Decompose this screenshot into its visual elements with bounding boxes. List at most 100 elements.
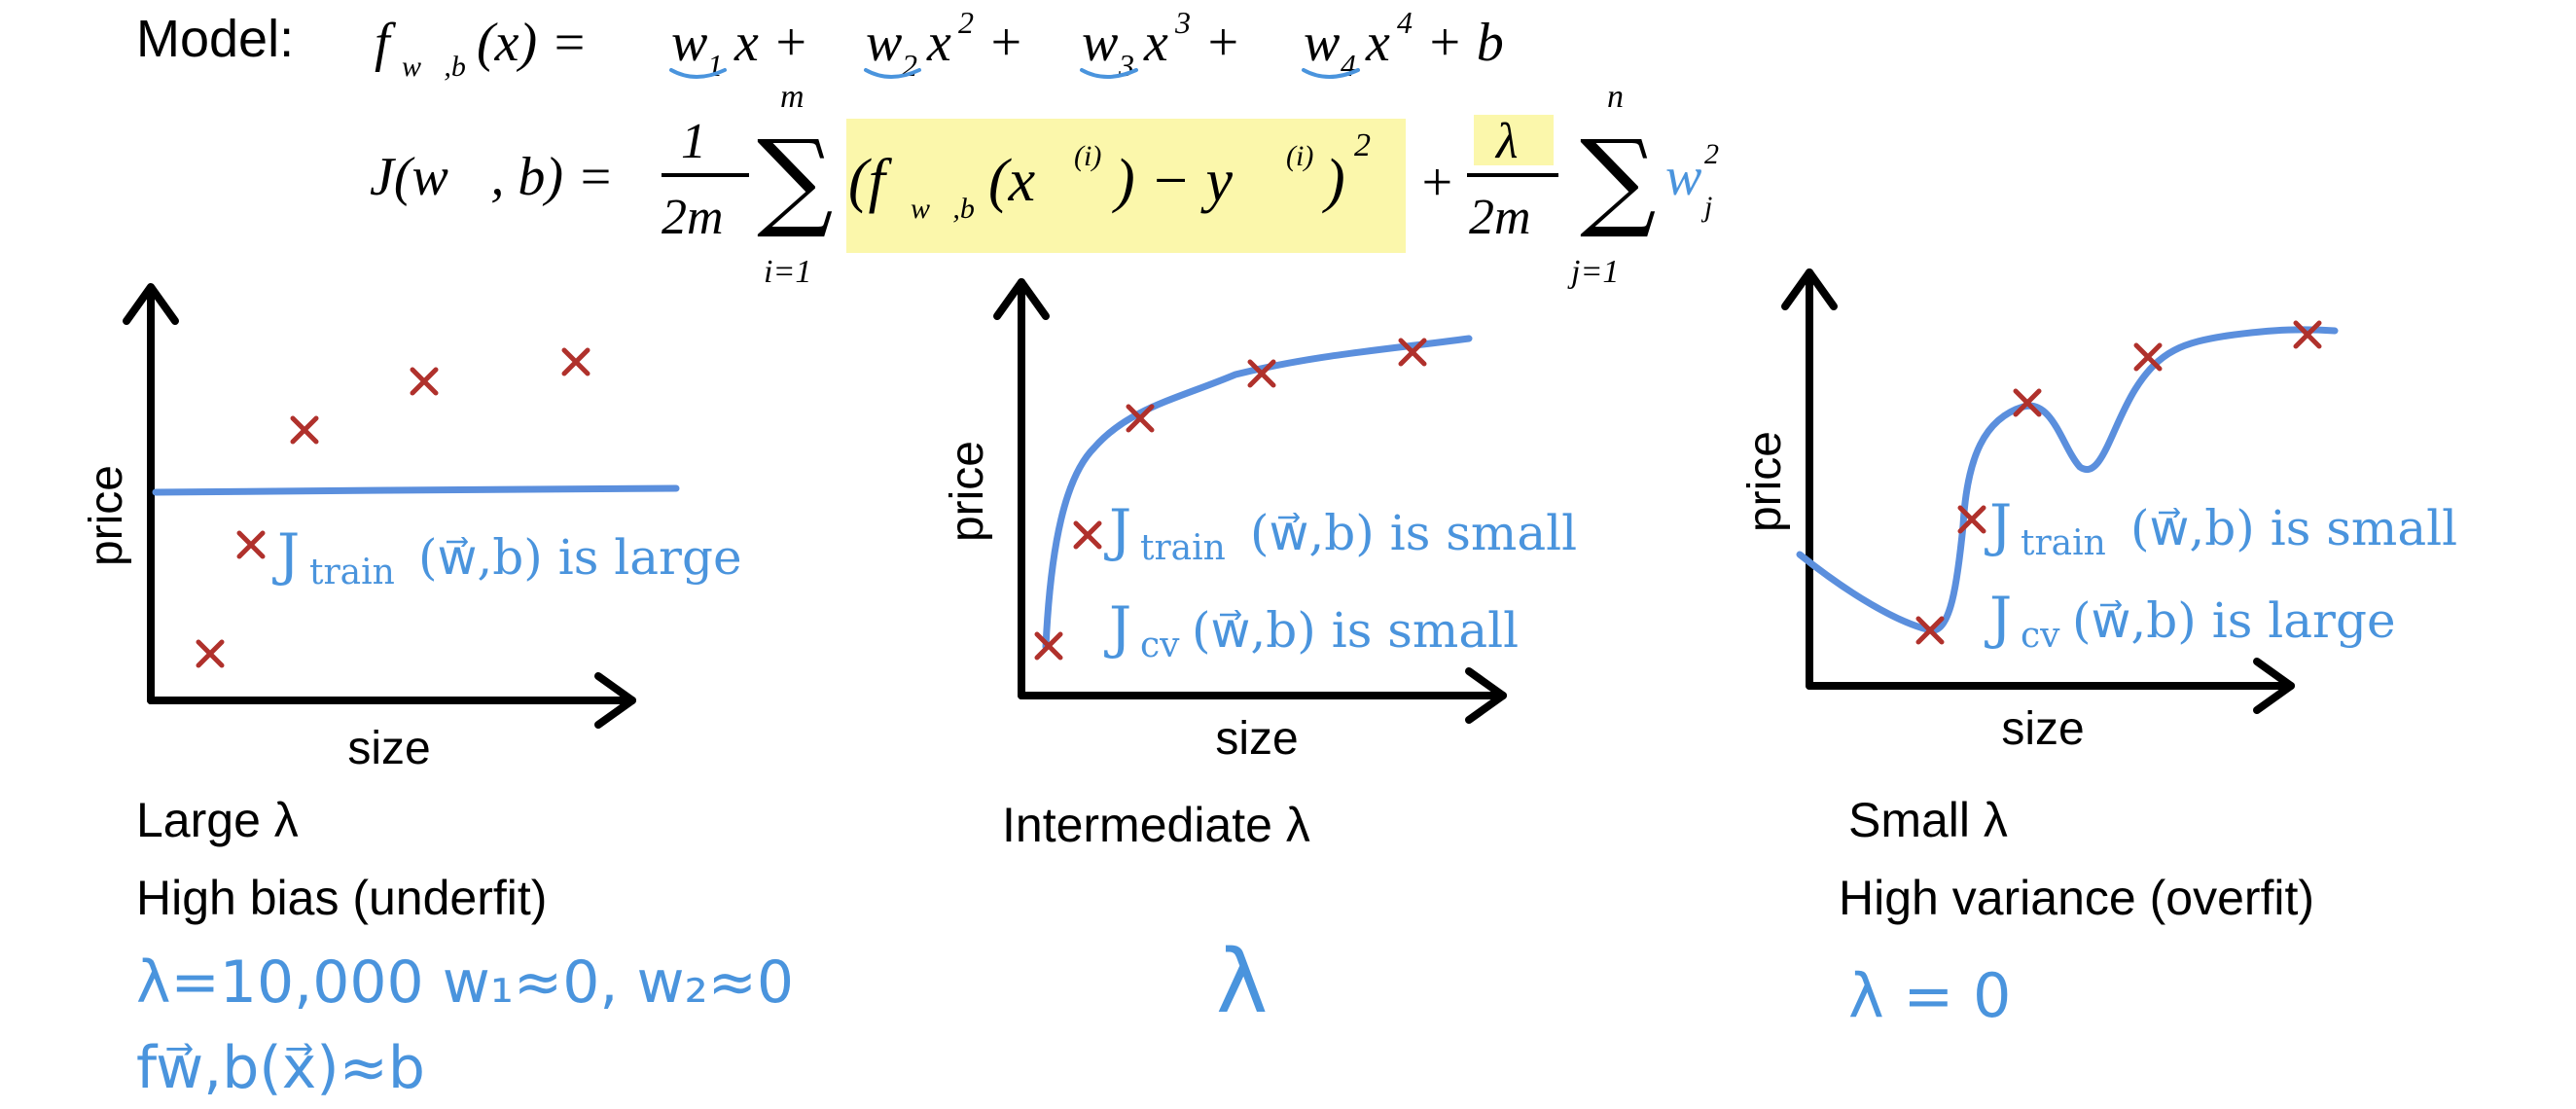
panel3-point [1957, 505, 1986, 534]
panel1-axes [123, 283, 636, 729]
panel3-annotation-train: (w⃗,b) is small [2130, 500, 2457, 556]
plus-3: + [1204, 13, 1241, 73]
panel3-points [1915, 320, 2322, 645]
panel1-points [196, 347, 590, 668]
w2-sub: 2 [902, 48, 917, 83]
panel2-annotation-train: (w⃗,b) is small [1250, 505, 1577, 561]
w3: w [1082, 13, 1118, 73]
panel3-hand-note: λ = 0 [1848, 960, 2012, 1031]
panel3-fit-curve [1796, 326, 2339, 634]
sum1-top: m [780, 79, 805, 115]
x2: x [926, 13, 951, 73]
panel2-J-train: J [1104, 497, 1131, 563]
panel1-fit-line [152, 484, 680, 496]
panel2-caption-1: Intermediate λ [1002, 798, 1310, 852]
error-term-sub: w⃗,b [911, 193, 975, 225]
panel3-train-sub: train [2021, 523, 2106, 563]
x-plus-1: x + [733, 13, 809, 73]
panel1-point [196, 639, 225, 668]
w4-sub: 4 [1341, 48, 1356, 83]
panel1-point [236, 530, 266, 559]
sum2-top: n [1607, 79, 1624, 115]
panel1-point [410, 367, 439, 396]
reg-sup: 2 [1704, 138, 1719, 170]
weight-underlines [669, 68, 1360, 79]
panel1-hand-note-1: λ=10,000 w₁≈0, w₂≈0 [136, 948, 794, 1017]
frac-num: 1 [681, 114, 706, 169]
model-formula: Model: f w⃗,b (x) = w 1 x + w 2 x 2 + w … [136, 5, 1504, 83]
panel3-caption-1: Small λ [1848, 793, 2008, 847]
cost-formula: J(w⃗, b) = 1 2m m ∑ i=1 (f w⃗,b (x⃗ (i) … [370, 79, 1719, 290]
model-label: Model: [136, 10, 294, 68]
panel3-J-cv: J [1985, 585, 2012, 651]
plus-reg: + [1418, 153, 1455, 213]
panel-small-lambda: price size J train (w⃗,b) is small J cv … [1739, 268, 2457, 1031]
plus-b: + b [1426, 13, 1504, 73]
panel2-J-cv: J [1104, 594, 1131, 661]
sum1-bot: i=1 [764, 254, 811, 290]
plus-2: + [987, 13, 1024, 73]
panel3-point [2013, 388, 2042, 417]
w2: w [866, 13, 902, 73]
panel1-J: J [272, 521, 300, 588]
sum1-symbol: ∑ [757, 117, 834, 241]
panel1-ylabel: price [81, 465, 132, 566]
panel1-caption-1: Large λ [136, 793, 299, 847]
error-term-highlight [846, 119, 1406, 253]
error-term-close: ) [1322, 148, 1345, 214]
error-term-square: 2 [1354, 127, 1371, 163]
panel2-ylabel: price [942, 441, 993, 542]
lambda-highlight [1474, 115, 1554, 165]
panel3-point [2133, 342, 2163, 372]
panel2-train-sub: train [1140, 528, 1226, 568]
panel3-xlabel: size [2001, 703, 2084, 755]
minus-y: ) − y [1112, 148, 1233, 214]
y-sup-i: (i) [1286, 140, 1313, 172]
reg-sub: j [1700, 191, 1712, 223]
panel2-point [1034, 631, 1063, 661]
model-arg: (x) = [477, 13, 588, 73]
panel2-axes [993, 278, 1507, 724]
panel2-points [1034, 338, 1427, 661]
w4: w [1304, 13, 1340, 73]
x3: x [1143, 13, 1168, 73]
lambda-num: λ [1494, 114, 1519, 169]
panel1-point [561, 347, 590, 376]
x3-exp: 3 [1174, 5, 1191, 40]
panel3-point [2293, 320, 2322, 349]
cost-lhs: J(w⃗, b) = [370, 147, 614, 207]
panel1-caption-2: High bias (underfit) [136, 871, 547, 925]
panel1-annotation-text: (w⃗,b) is large [418, 529, 742, 586]
panel3-caption-2: High variance (overfit) [1839, 871, 2314, 925]
panel2-point [1073, 520, 1102, 550]
panel3-annotation: J train (w⃗,b) is small J cv (w⃗,b) is l… [1985, 492, 2457, 656]
panel1-point [290, 415, 319, 445]
panel3-J-train: J [1985, 492, 2012, 558]
error-term-arg: (x⃗ [988, 148, 1082, 214]
panel1-annotation: J train (w⃗,b) is large [272, 521, 742, 592]
panel2-point [1126, 404, 1155, 433]
panel2-point [1247, 359, 1276, 388]
panel3-annotation-cv: (w⃗,b) is large [2072, 592, 2396, 649]
x2-exp: 2 [958, 5, 974, 40]
panel3-point [1915, 616, 1945, 645]
w1-sub: 1 [707, 48, 723, 83]
panel2-point [1398, 338, 1427, 367]
panel2-fit-curve [1042, 335, 1473, 651]
panel1-xlabel: size [347, 723, 430, 774]
panel2-annotation: J train (w⃗,b) is small J cv (w⃗,b) is s… [1104, 497, 1577, 665]
panel2-cv-sub: cv [1140, 626, 1180, 665]
panel2-hand-note: λ [1216, 931, 1268, 1033]
frac-den: 2m [662, 190, 724, 245]
x4-exp: 4 [1397, 5, 1413, 40]
panel1-hand-note-2: fw⃗,b(x⃗)≈b [136, 1034, 425, 1102]
panel-intermediate-lambda: price size J train (w⃗,b) is small J cv … [942, 278, 1577, 1033]
sum2-symbol: ∑ [1580, 117, 1657, 241]
x-sup-i: (i) [1074, 140, 1101, 172]
model-lhs: f [375, 13, 397, 73]
x4: x [1365, 13, 1390, 73]
panel1-train-sub: train [309, 553, 395, 592]
panel3-axes [1781, 268, 2295, 714]
w1: w [671, 13, 707, 73]
